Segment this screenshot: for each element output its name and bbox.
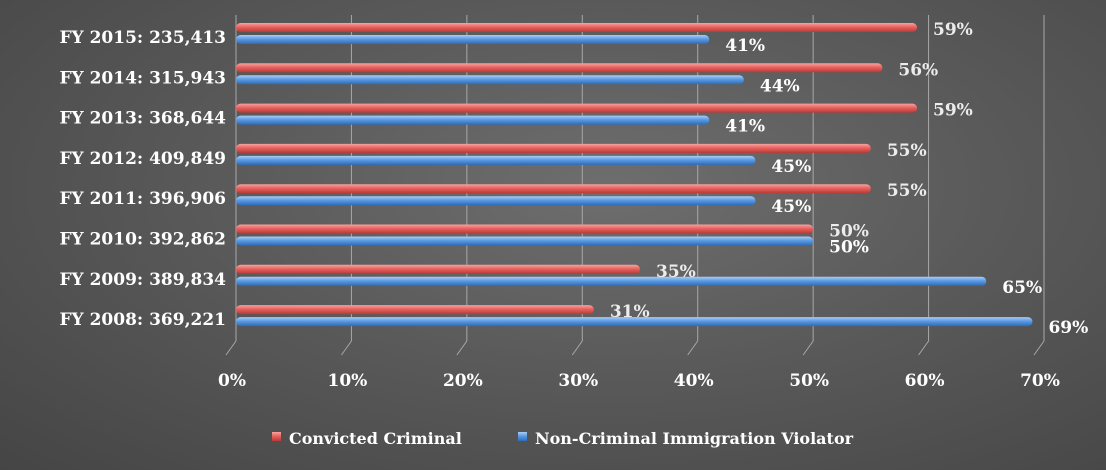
bar-non-criminal-violator <box>236 75 744 85</box>
category-label: FY 2008: 369,221 <box>59 310 226 330</box>
bar-non-criminal-violator <box>236 115 710 125</box>
x-tick-label: 40% <box>674 371 714 391</box>
x-tick-label: 0% <box>218 371 246 391</box>
data-label-convicted: 50% <box>829 222 869 242</box>
bar-convicted-criminal <box>236 224 814 234</box>
x-tick-label: 20% <box>443 371 483 391</box>
data-label-non-criminal: 45% <box>771 197 811 217</box>
bar-convicted-criminal <box>236 23 918 32</box>
bar-convicted-criminal <box>236 184 871 194</box>
bar-non-criminal-violator <box>236 35 710 44</box>
gridline-depth <box>456 340 468 356</box>
legend-swatch <box>272 432 281 441</box>
data-label-convicted: 56% <box>898 60 938 80</box>
data-label-non-criminal: 50% <box>829 238 869 258</box>
bar-convicted-criminal <box>236 264 640 274</box>
gridline-depth <box>225 340 237 356</box>
data-label-convicted: 31% <box>610 302 650 322</box>
data-label-convicted: 59% <box>933 101 973 121</box>
legend-item-non-criminal-violator: Non-Criminal Immigration Violator <box>518 429 854 448</box>
data-label-non-criminal: 44% <box>760 76 800 96</box>
bar-non-criminal-violator <box>236 155 756 165</box>
legend-swatch <box>518 432 527 441</box>
category-label: FY 2009: 389,834 <box>59 270 226 290</box>
x-tick-label: 60% <box>905 371 945 391</box>
legend-label: Convicted Criminal <box>289 429 462 448</box>
data-label-convicted: 55% <box>887 181 927 201</box>
x-tick-label: 50% <box>789 371 829 391</box>
data-label-non-criminal: 65% <box>1002 278 1042 298</box>
x-tick-label: 70% <box>1020 371 1060 391</box>
gridline-depth <box>687 340 699 356</box>
data-label-convicted: 55% <box>887 141 927 161</box>
legend-item-convicted-criminal: Convicted Criminal <box>272 429 462 448</box>
x-tick-label: 30% <box>558 371 598 391</box>
bar-convicted-criminal <box>236 63 883 73</box>
gridline-depth <box>918 340 929 356</box>
data-label-convicted: 35% <box>656 262 696 282</box>
gridline-depth <box>341 340 352 356</box>
data-label-non-criminal: 41% <box>725 36 765 56</box>
bar-convicted-criminal <box>236 305 594 315</box>
bar-non-criminal-violator <box>236 276 987 286</box>
category-label: FY 2011: 396,906 <box>59 189 226 209</box>
bar-convicted-criminal <box>236 143 871 153</box>
category-label: FY 2015: 235,413 <box>59 28 226 48</box>
category-label: FY 2010: 392,862 <box>59 230 226 250</box>
category-label: FY 2012: 409,849 <box>59 149 226 169</box>
bar-non-criminal-violator <box>236 236 814 246</box>
gridline-depth <box>1033 340 1045 356</box>
category-label: FY 2014: 315,943 <box>59 68 226 88</box>
data-label-non-criminal: 69% <box>1048 318 1088 338</box>
gridline-depth <box>802 340 814 356</box>
legend-label: Non-Criminal Immigration Violator <box>535 429 854 448</box>
bar-convicted-criminal <box>236 103 918 113</box>
bar-non-criminal-violator <box>236 196 756 206</box>
category-label: FY 2013: 368,644 <box>59 109 226 129</box>
data-label-convicted: 59% <box>933 20 973 40</box>
x-tick-label: 10% <box>328 371 368 391</box>
data-label-non-criminal: 45% <box>771 157 811 177</box>
gridline-depth <box>571 340 583 356</box>
data-label-non-criminal: 41% <box>725 117 765 137</box>
bar-non-criminal-violator <box>236 317 1033 327</box>
